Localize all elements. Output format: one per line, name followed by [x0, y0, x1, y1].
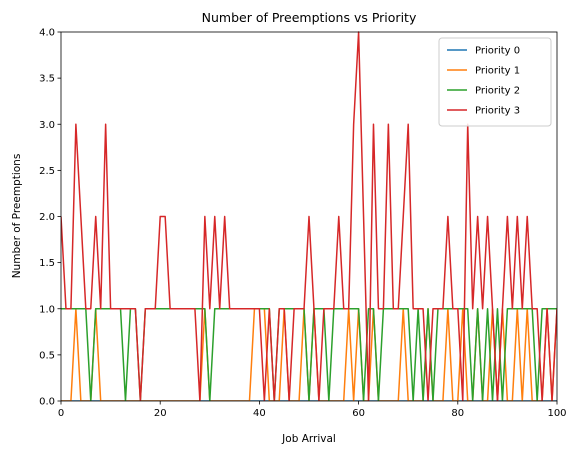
legend-label-3: Priority 3	[475, 106, 520, 117]
y-tick-label-4: 2.0	[39, 212, 55, 223]
y-tick-label-6: 3.0	[39, 120, 55, 131]
x-tick-label-2: 40	[253, 408, 266, 419]
x-tick-label-4: 80	[451, 408, 464, 419]
ticks-layer: 0 20 40 60 80 100 0.0 0.5 1.0 1.5 2.0 2.5 3.0 3.5 4.0	[39, 28, 566, 420]
legend-box	[438, 37, 552, 127]
series-layer	[61, 31, 557, 401]
legend-label-2: Priority 2	[475, 86, 520, 97]
y-tick-label-3: 1.5	[39, 258, 55, 269]
series-line-3	[61, 31, 557, 401]
x-tick-label-1: 20	[154, 408, 167, 419]
x-tick-label-0: 0	[58, 408, 64, 419]
legend: Priority 0 Priority 1 Priority 2 Priority 3	[438, 37, 552, 127]
y-tick-label-2: 1.0	[39, 304, 55, 315]
y-tick-label-1: 0.5	[39, 350, 55, 361]
x-axis-label: Job Arrival	[281, 433, 336, 445]
x-tick-label-3: 60	[352, 408, 365, 419]
y-axis-label: Number of Preemptions	[11, 154, 23, 279]
x-tick-label-5: 100	[547, 408, 566, 419]
chart-title: Number of Preemptions vs Priority	[202, 10, 417, 25]
y-tick-label-8: 4.0	[39, 28, 55, 39]
y-tick-label-0: 0.0	[39, 397, 55, 408]
legend-label-1: Priority 1	[475, 66, 520, 77]
y-tick-label-7: 3.5	[39, 74, 55, 85]
legend-label-0: Priority 0	[475, 46, 520, 57]
y-tick-label-5: 2.5	[39, 166, 55, 177]
